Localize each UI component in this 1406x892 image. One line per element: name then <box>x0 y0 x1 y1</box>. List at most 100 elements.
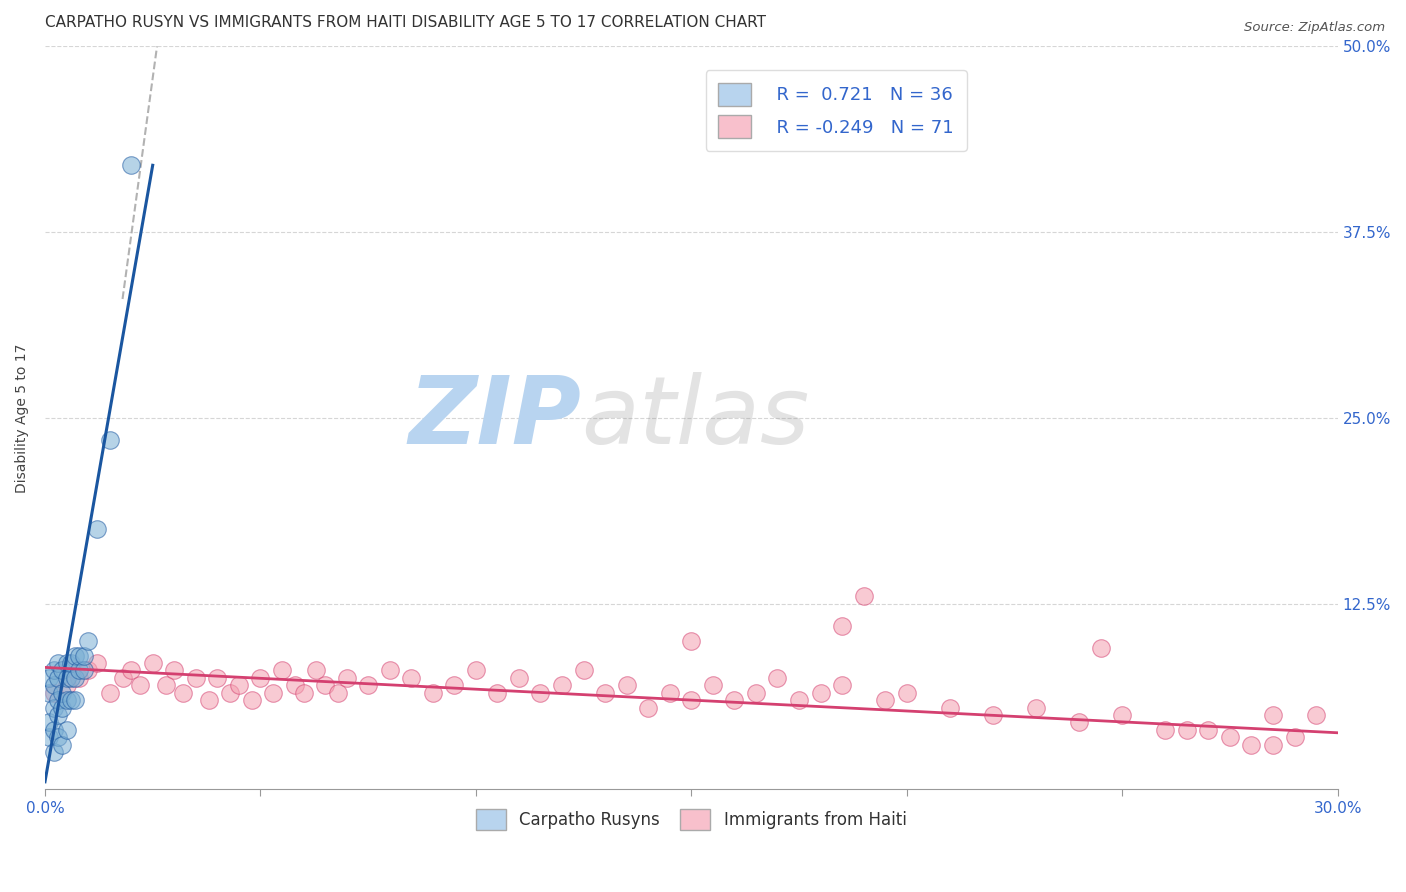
Point <box>284 678 307 692</box>
Point <box>120 664 142 678</box>
Point <box>63 648 86 663</box>
Point <box>658 686 681 700</box>
Point <box>399 671 422 685</box>
Point <box>77 633 100 648</box>
Point <box>262 686 284 700</box>
Legend: Carpatho Rusyns, Immigrants from Haiti: Carpatho Rusyns, Immigrants from Haiti <box>470 802 912 837</box>
Point <box>142 656 165 670</box>
Text: ZIP: ZIP <box>409 372 582 464</box>
Point <box>249 671 271 685</box>
Point <box>378 664 401 678</box>
Point <box>1175 723 1198 737</box>
Point <box>745 686 768 700</box>
Point <box>240 693 263 707</box>
Point <box>163 664 186 678</box>
Point <box>38 730 60 744</box>
Point <box>357 678 380 692</box>
Point <box>77 664 100 678</box>
Point <box>38 686 60 700</box>
Point <box>55 671 77 685</box>
Point <box>46 708 69 723</box>
Point <box>59 671 82 685</box>
Point <box>1197 723 1219 737</box>
Point <box>207 671 229 685</box>
Point <box>896 686 918 700</box>
Point <box>593 686 616 700</box>
Point <box>86 656 108 670</box>
Point <box>59 693 82 707</box>
Point <box>98 686 121 700</box>
Point <box>38 671 60 685</box>
Point <box>981 708 1004 723</box>
Point <box>508 671 530 685</box>
Point <box>681 633 703 648</box>
Point <box>1284 730 1306 744</box>
Point <box>219 686 242 700</box>
Point <box>55 723 77 737</box>
Point <box>1305 708 1327 723</box>
Point <box>681 693 703 707</box>
Point <box>69 664 91 678</box>
Point <box>1240 738 1263 752</box>
Point <box>111 671 134 685</box>
Point <box>1090 641 1112 656</box>
Point <box>51 664 73 678</box>
Text: CARPATHO RUSYN VS IMMIGRANTS FROM HAITI DISABILITY AGE 5 TO 17 CORRELATION CHART: CARPATHO RUSYN VS IMMIGRANTS FROM HAITI … <box>45 15 766 30</box>
Point <box>51 686 73 700</box>
Point <box>1219 730 1241 744</box>
Point <box>128 678 150 692</box>
Point <box>852 589 875 603</box>
Point <box>46 671 69 685</box>
Text: Source: ZipAtlas.com: Source: ZipAtlas.com <box>1244 21 1385 35</box>
Point <box>1154 723 1177 737</box>
Point <box>42 664 65 678</box>
Point <box>305 664 328 678</box>
Point <box>1261 708 1284 723</box>
Point <box>271 664 294 678</box>
Point <box>46 693 69 707</box>
Point <box>120 158 142 172</box>
Point <box>292 686 315 700</box>
Point <box>831 678 853 692</box>
Point <box>939 700 962 714</box>
Point <box>63 693 86 707</box>
Point <box>42 723 65 737</box>
Point <box>529 686 551 700</box>
Point <box>637 700 659 714</box>
Point <box>42 700 65 714</box>
Point <box>1111 708 1133 723</box>
Point <box>228 678 250 692</box>
Point <box>486 686 509 700</box>
Point <box>810 686 832 700</box>
Point <box>73 664 96 678</box>
Point <box>184 671 207 685</box>
Point <box>51 738 73 752</box>
Point <box>572 664 595 678</box>
Point <box>42 686 65 700</box>
Point <box>51 700 73 714</box>
Point <box>422 686 444 700</box>
Point <box>1069 715 1091 730</box>
Point <box>63 671 86 685</box>
Point <box>59 656 82 670</box>
Point <box>702 678 724 692</box>
Point <box>787 693 810 707</box>
Point <box>42 678 65 692</box>
Point <box>723 693 745 707</box>
Text: atlas: atlas <box>582 372 810 463</box>
Point <box>616 678 638 692</box>
Point <box>172 686 194 700</box>
Point <box>55 656 77 670</box>
Point <box>336 671 359 685</box>
Point <box>55 693 77 707</box>
Point <box>1025 700 1047 714</box>
Point <box>46 730 69 744</box>
Point <box>69 648 91 663</box>
Y-axis label: Disability Age 5 to 17: Disability Age 5 to 17 <box>15 343 30 492</box>
Point <box>766 671 789 685</box>
Point <box>46 656 69 670</box>
Point <box>326 686 349 700</box>
Point <box>1261 738 1284 752</box>
Point <box>86 522 108 536</box>
Point <box>464 664 486 678</box>
